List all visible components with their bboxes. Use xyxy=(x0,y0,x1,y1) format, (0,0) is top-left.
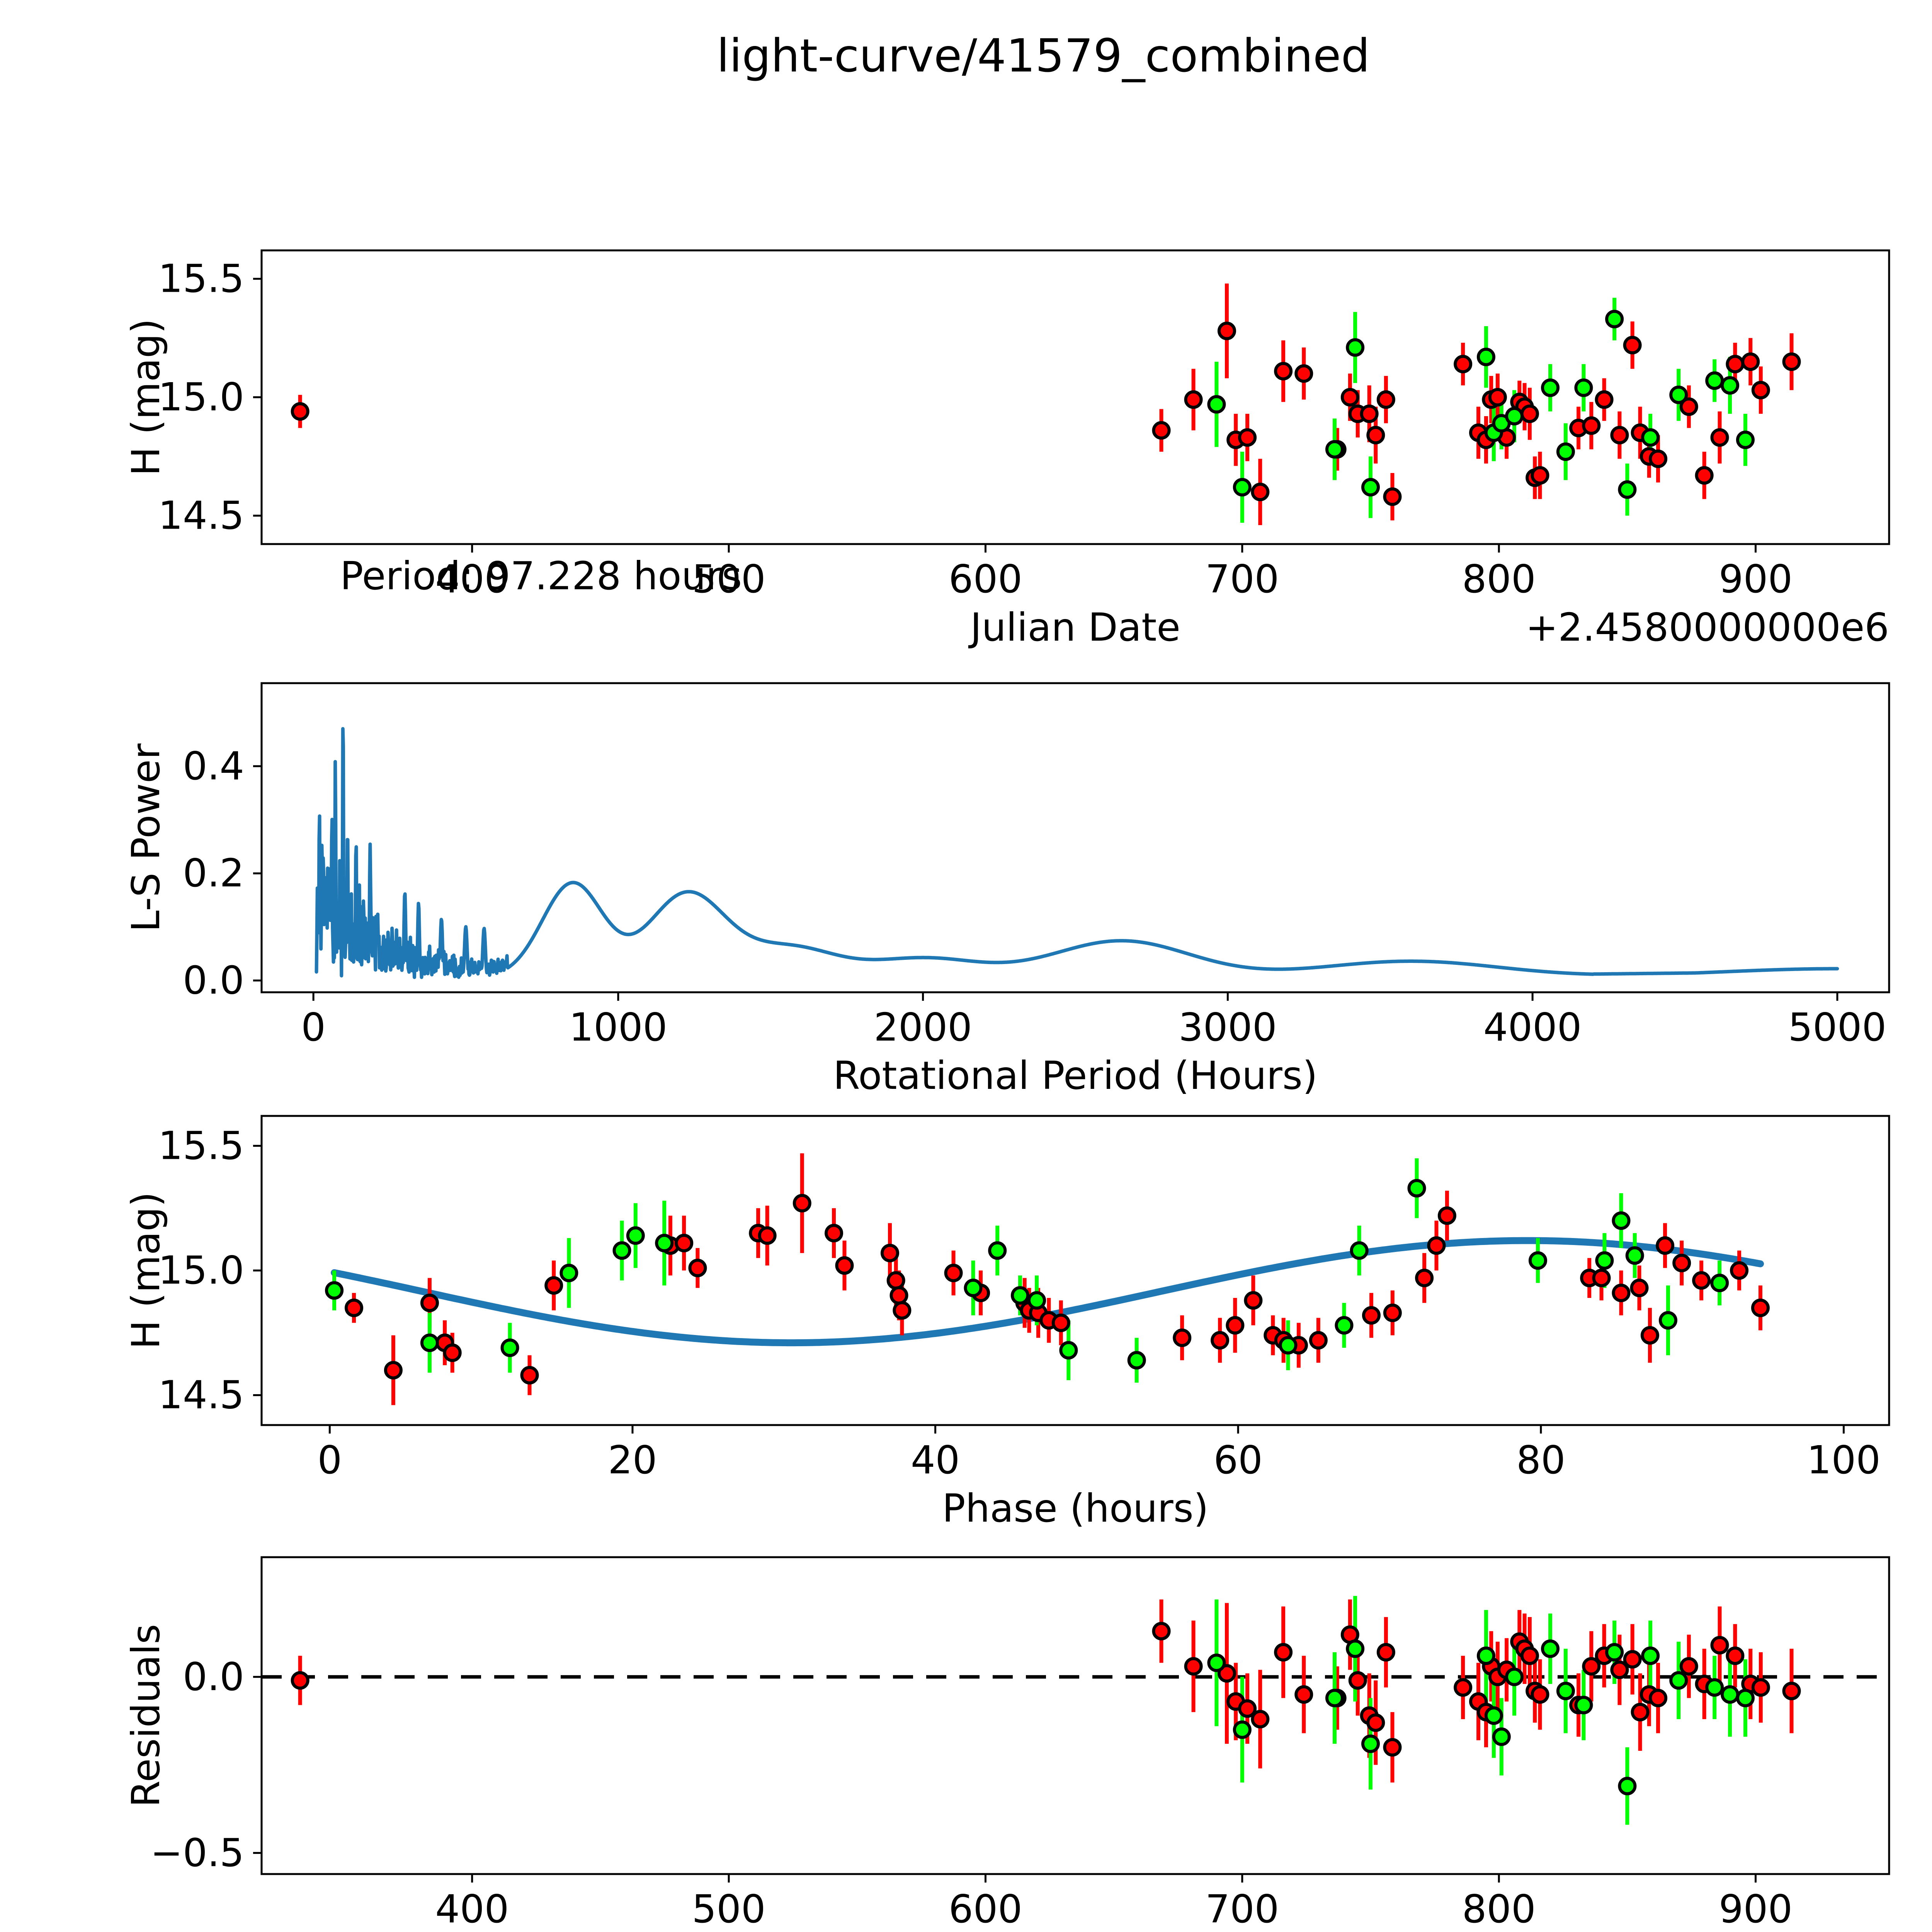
data-point-red xyxy=(1515,1639,1534,1658)
data-point-green xyxy=(1618,1777,1637,1796)
period-annotation: Period: 97.228 hours xyxy=(340,553,742,599)
data-point-red xyxy=(1226,1692,1245,1711)
y-tick-label: −0.5 xyxy=(150,1830,244,1875)
axis-frame xyxy=(260,1556,1890,1875)
data-point-green xyxy=(1233,1720,1252,1739)
data-point-red xyxy=(1376,1643,1395,1662)
data-point-green xyxy=(1641,1646,1660,1665)
data-point-red xyxy=(1741,1675,1760,1693)
data-point-red xyxy=(1526,1682,1544,1701)
data-point-red xyxy=(1751,1678,1770,1697)
data-point-red xyxy=(1695,1675,1714,1693)
data-point-red xyxy=(1679,1657,1698,1676)
data-point-green xyxy=(1325,1689,1344,1708)
data-point-green xyxy=(1705,1678,1724,1697)
data-point-red xyxy=(1294,1685,1313,1704)
data-point-red xyxy=(1482,1657,1501,1676)
data-point-red xyxy=(1476,1702,1495,1721)
data-point-red xyxy=(1348,1671,1367,1690)
x-tick-label: 800 xyxy=(1462,1886,1536,1932)
data-point-red xyxy=(1582,1657,1601,1676)
data-point-red xyxy=(1217,1664,1236,1683)
data-point-green xyxy=(1484,1706,1503,1725)
data-point-red xyxy=(1497,1660,1516,1679)
data-point-green xyxy=(1346,1639,1365,1658)
y-tick-label: 0.0 xyxy=(183,1654,244,1699)
data-point-green xyxy=(1361,1734,1380,1753)
x-tick-label: 400 xyxy=(435,1886,509,1932)
data-point-red xyxy=(1469,1692,1488,1711)
data-point-red xyxy=(1610,1660,1629,1679)
data-point-red xyxy=(1184,1657,1203,1676)
y-axis-title: Residuals xyxy=(123,1624,168,1807)
data-point-red xyxy=(1251,1710,1270,1729)
data-point-green xyxy=(1669,1671,1688,1690)
data-point-red xyxy=(1238,1699,1257,1718)
data-point-red xyxy=(1488,1667,1507,1686)
data-point-green xyxy=(1505,1667,1524,1686)
x-tick-label: 600 xyxy=(949,1886,1022,1932)
data-point-green xyxy=(1476,1646,1495,1665)
data-point-green xyxy=(1207,1653,1226,1672)
data-point-red xyxy=(1726,1646,1745,1665)
data-point-red xyxy=(1623,1650,1642,1669)
x-tick-label: 500 xyxy=(692,1886,766,1932)
data-point-red xyxy=(1639,1685,1658,1704)
x-tick-label: 900 xyxy=(1719,1886,1793,1932)
data-point-red xyxy=(1454,1678,1473,1697)
data-series-group xyxy=(291,1596,1801,1825)
figure-title: light-curve/41579_combined xyxy=(716,29,1370,82)
data-point-red xyxy=(1328,1689,1347,1708)
data-point-green xyxy=(1721,1685,1740,1704)
data-point-green xyxy=(1574,1696,1593,1714)
data-point-red xyxy=(1340,1625,1359,1644)
data-point-green xyxy=(1492,1727,1511,1746)
data-point-green xyxy=(1556,1682,1575,1701)
data-point-green xyxy=(1736,1689,1755,1708)
data-point-red xyxy=(1366,1713,1385,1732)
data-point-red xyxy=(1631,1702,1650,1721)
data-point-green xyxy=(1605,1643,1624,1662)
data-point-red xyxy=(1383,1738,1402,1757)
data-point-red xyxy=(1710,1636,1729,1655)
data-point-red xyxy=(1274,1643,1293,1662)
data-point-red xyxy=(1782,1682,1801,1701)
data-point-green xyxy=(1541,1639,1560,1658)
data-point-red xyxy=(1360,1706,1379,1725)
data-point-red xyxy=(1510,1632,1529,1651)
data-point-red xyxy=(1531,1685,1549,1704)
data-point-red xyxy=(1649,1689,1668,1708)
data-point-red xyxy=(1569,1696,1588,1714)
data-point-red xyxy=(1520,1646,1539,1665)
data-point-red xyxy=(1595,1646,1614,1665)
x-tick-label: 700 xyxy=(1205,1886,1279,1932)
data-point-red xyxy=(1152,1622,1171,1641)
data-point-red xyxy=(291,1671,310,1690)
